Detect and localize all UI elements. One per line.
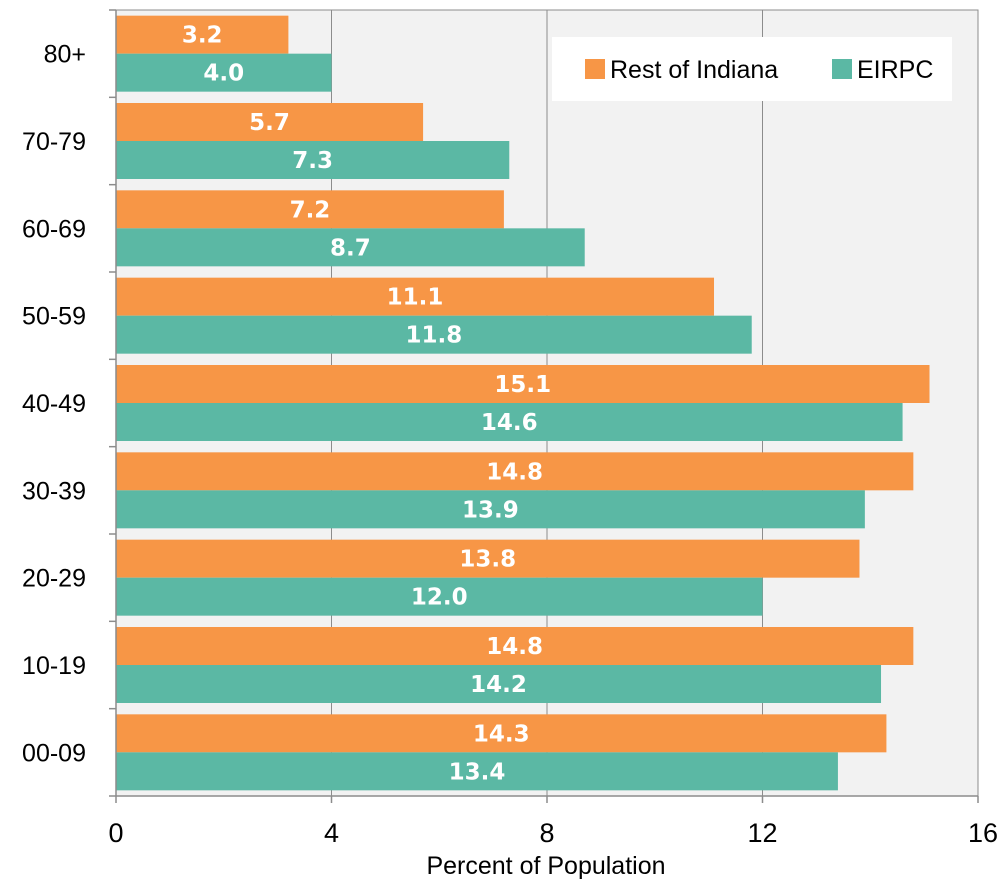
category-label-60-69: 60-69 xyxy=(22,215,86,243)
category-label-00-09: 00-09 xyxy=(22,739,86,767)
bar-eirpc-70-79 xyxy=(116,141,510,179)
bar-rest-of-indiana-70-79 xyxy=(116,103,424,141)
legend-box xyxy=(552,37,952,101)
bar-rest-of-indiana-80+ xyxy=(116,15,289,54)
data-label-eirpc-40-49: 14.6 xyxy=(481,410,538,436)
data-label-rest-of-indiana-50-59: 11.1 xyxy=(387,285,444,311)
bar-eirpc-00-09 xyxy=(116,752,838,791)
x-tick-label-0: 0 xyxy=(108,818,123,848)
bar-eirpc-60-69 xyxy=(116,228,585,267)
data-label-rest-of-indiana-10-19: 14.8 xyxy=(486,634,543,660)
x-tick-labels: 0 4 8 12 16 xyxy=(108,818,998,848)
data-label-eirpc-50-59: 11.8 xyxy=(405,323,462,349)
data-label-eirpc-70-79: 7.3 xyxy=(292,148,333,174)
data-label-rest-of-indiana-00-09: 14.3 xyxy=(473,721,530,747)
bar-rest-of-indiana-10-19 xyxy=(116,627,914,665)
bar-eirpc-30-39 xyxy=(116,490,865,529)
bar-rest-of-indiana-40-49 xyxy=(116,365,930,403)
x-axis-title: Percent of Population xyxy=(426,852,665,880)
bar-eirpc-40-49 xyxy=(116,403,903,441)
category-label-70-79: 70-79 xyxy=(22,128,86,156)
category-label-80+: 80+ xyxy=(44,41,86,69)
bar-rest-of-indiana-60-69 xyxy=(116,190,504,229)
bar-rest-of-indiana-20-29 xyxy=(116,539,860,578)
bar-rest-of-indiana-50-59 xyxy=(116,277,715,316)
data-label-eirpc-60-69: 8.7 xyxy=(330,235,371,261)
bar-rest-of-indiana-00-09 xyxy=(116,714,887,753)
category-label-30-39: 30-39 xyxy=(22,477,86,505)
bar-eirpc-50-59 xyxy=(116,315,752,354)
x-tick-label-16: 16 xyxy=(968,818,998,848)
legend-swatch-eirpc xyxy=(832,59,852,79)
bar-rest-of-indiana-30-39 xyxy=(116,452,914,491)
category-label-40-49: 40-49 xyxy=(22,390,86,418)
bar-eirpc-20-29 xyxy=(116,577,763,616)
data-label-rest-of-indiana-70-79: 5.7 xyxy=(249,110,290,136)
data-label-eirpc-20-29: 12.0 xyxy=(411,585,468,611)
axes xyxy=(109,9,979,803)
x-tick-label-4: 4 xyxy=(324,818,339,848)
legend-label-rest-of-indiana: Rest of Indiana xyxy=(610,56,778,84)
category-label-20-29: 20-29 xyxy=(22,565,86,593)
legend: Rest of Indiana EIRPC xyxy=(552,37,952,101)
category-labels: 80+ 70-79 60-69 50-59 40-49 30-39 20-29 10-19 00… xyxy=(22,41,86,768)
bars xyxy=(116,15,930,791)
x-tick-label-8: 8 xyxy=(539,818,554,848)
data-label-rest-of-indiana-40-49: 15.1 xyxy=(494,372,551,398)
data-label-eirpc-30-39: 13.9 xyxy=(462,497,519,523)
category-label-50-59: 50-59 xyxy=(22,303,86,331)
data-label-rest-of-indiana-60-69: 7.2 xyxy=(290,197,331,223)
legend-swatch-rest-of-indiana xyxy=(585,59,605,79)
bar-eirpc-10-19 xyxy=(116,665,882,703)
data-labels: 3.2 4.05.77.3 7.2 8.7 11.1 11.8 15.1 14.6 14.8 13… xyxy=(182,23,551,786)
bar-eirpc-80+ xyxy=(116,53,332,92)
category-label-10-19: 10-19 xyxy=(22,652,86,680)
data-label-eirpc-80+: 4.0 xyxy=(203,61,244,87)
data-label-rest-of-indiana-30-39: 14.8 xyxy=(486,459,543,485)
data-label-rest-of-indiana-80+: 3.2 xyxy=(182,23,223,49)
legend-label-eirpc: EIRPC xyxy=(857,56,933,84)
data-label-rest-of-indiana-20-29: 13.8 xyxy=(459,547,516,573)
x-tick-label-12: 12 xyxy=(747,818,777,848)
data-label-eirpc-00-09: 13.4 xyxy=(449,759,506,785)
data-label-eirpc-10-19: 14.2 xyxy=(470,672,527,698)
